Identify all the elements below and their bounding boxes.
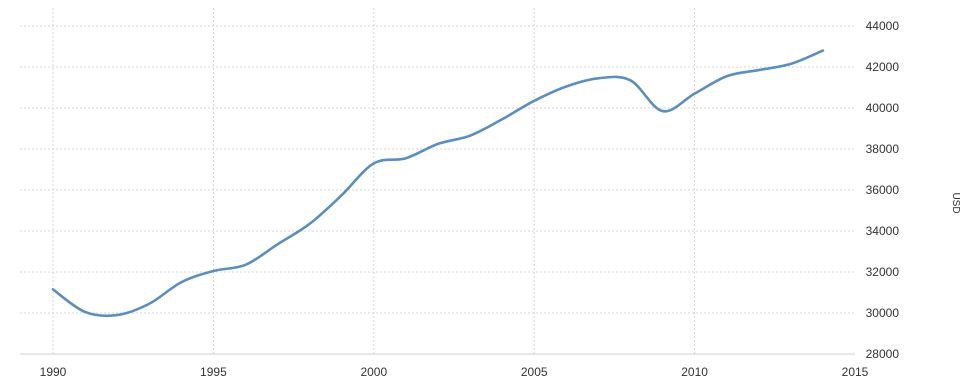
grid-lines xyxy=(20,8,855,355)
x-tick-label: 1995 xyxy=(200,365,227,379)
x-tick-label: 2015 xyxy=(842,365,869,379)
y-tick-label: 40000 xyxy=(866,101,900,115)
series-line xyxy=(51,49,825,318)
x-axis-ticks: 1990 1995 2000 2005 2010 2015 xyxy=(40,365,869,379)
y-tick-label: 32000 xyxy=(866,265,900,279)
x-tick-label: 1990 xyxy=(40,365,67,379)
y-axis-title: USD xyxy=(950,192,960,213)
y-tick-label: 38000 xyxy=(866,142,900,156)
x-tick-label: 2000 xyxy=(360,365,387,379)
x-tick-label: 2010 xyxy=(681,365,708,379)
y-axis-ticks: 28000 30000 32000 34000 36000 38000 40000 42000… xyxy=(866,19,900,361)
x-tick-label: 2005 xyxy=(521,365,548,379)
y-tick-label: 34000 xyxy=(866,224,900,238)
y-tick-label: 28000 xyxy=(866,347,900,361)
series-layer xyxy=(51,49,825,318)
y-tick-label: 42000 xyxy=(866,60,900,74)
y-tick-label: 36000 xyxy=(866,183,900,197)
y-tick-label: 44000 xyxy=(866,19,900,33)
y-tick-label: 30000 xyxy=(866,306,900,320)
